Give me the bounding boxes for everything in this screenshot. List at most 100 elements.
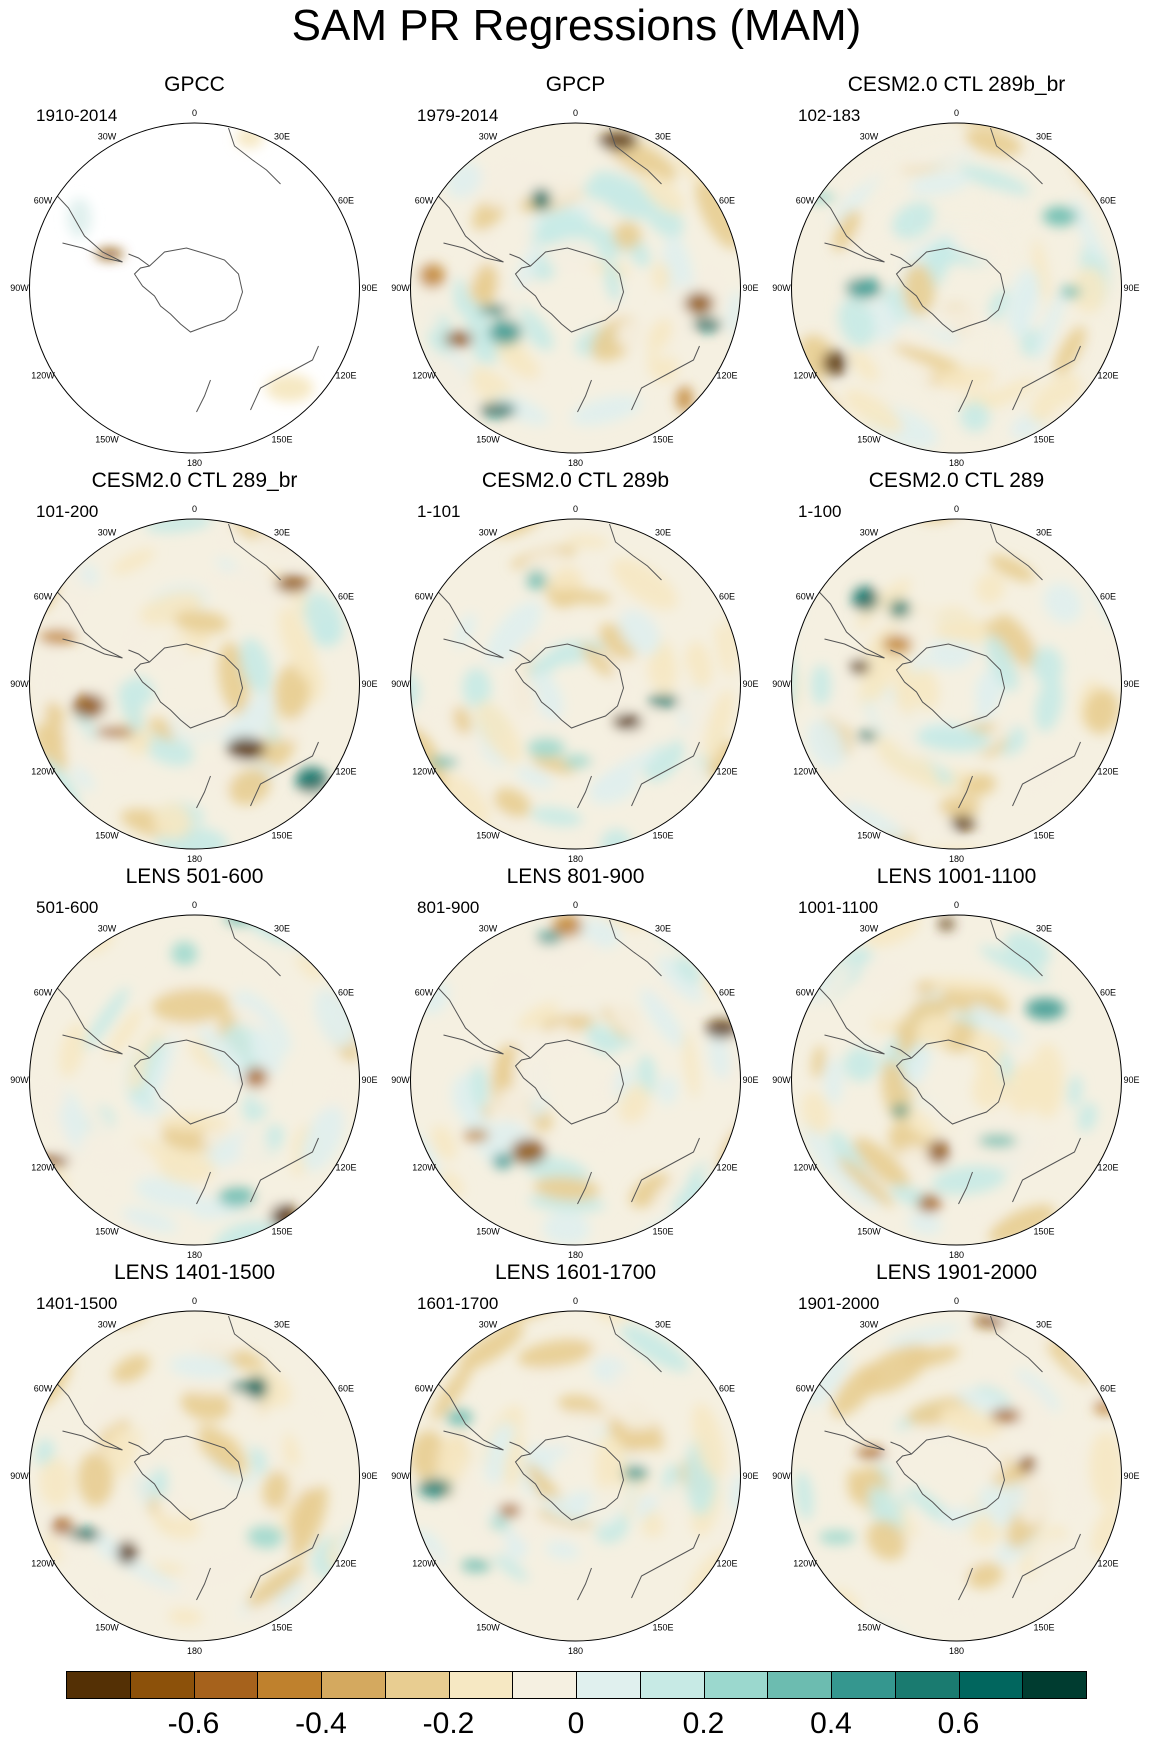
longitude-label: 180 (187, 854, 202, 863)
polar-stereographic-map: 0 30E 60E 90E 120E 150E 180 150W 120W 90W 60W 30W (772, 504, 1139, 863)
colorbar-tick-label: -0.4 (295, 1707, 347, 1740)
polar-stereographic-map: 0 30E 60E 90E 120E 150E 180 150W 120W 90W 60W 30W (391, 504, 758, 863)
longitude-label: 90W (10, 1471, 29, 1481)
figure-title: SAM PR Regressions (MAM) (291, 1, 862, 50)
coastline (609, 919, 662, 977)
colorbar-swatch (576, 1671, 641, 1699)
map-boundary (410, 518, 741, 850)
colorbar-swatch (66, 1671, 131, 1699)
panel-title: CESM2.0 CTL 289b (481, 469, 670, 492)
longitude-label: 120E (717, 767, 738, 777)
map-panel: LENS 1001-1100 1001-1100 0 30E 60E 90E 120E 150… (766, 864, 1147, 1259)
longitude-label: 180 (949, 1250, 964, 1259)
longitude-label: 30W (860, 131, 879, 141)
longitude-label: 30W (860, 1319, 879, 1329)
longitude-label: 120E (1098, 1559, 1119, 1569)
coastline (990, 127, 1043, 185)
colorbar-swatch (894, 1671, 960, 1699)
coastline (609, 127, 662, 185)
longitude-label: 30E (1036, 131, 1052, 141)
antarctica-coastline (514, 1435, 625, 1521)
panel-years-label: 102-183 (798, 106, 861, 125)
coastline (1012, 741, 1081, 807)
longitude-label: 120E (1098, 1163, 1119, 1173)
coastline (228, 127, 281, 185)
panel-years-label: 1401-1500 (36, 1294, 118, 1313)
coastline (631, 1533, 700, 1599)
antarctica-coastline (895, 1039, 1006, 1125)
longitude-label: 90E (742, 679, 758, 689)
longitude-label: 30E (274, 527, 290, 537)
longitude-label: 180 (187, 458, 202, 467)
coastline (54, 984, 123, 1055)
longitude-label: 120W (31, 1163, 55, 1173)
longitude-label: 60W (415, 592, 434, 602)
longitude-label: 120E (336, 1559, 357, 1569)
longitude-label: 180 (187, 1250, 202, 1259)
coastline (890, 1045, 912, 1059)
longitude-label: 30E (655, 131, 671, 141)
polar-stereographic-map: 0 30E 60E 90E 120E 150E 180 150W 120W 90W 60W 30W (10, 1296, 377, 1655)
coastline (890, 649, 912, 663)
map-boundary (29, 914, 360, 1246)
map-boundary (410, 914, 741, 1246)
longitude-label: 0 (573, 1296, 578, 1306)
map-panel: CESM2.0 CTL 289 1-100 0 30E 60E 90E 120E 150E 18… (766, 468, 1147, 863)
coastline (816, 588, 885, 659)
antarctica-coastline (514, 247, 625, 333)
panel-title: LENS 1001-1100 (876, 865, 1037, 888)
colorbar-tick-label: -0.6 (167, 1707, 220, 1740)
longitude-label: 0 (954, 504, 959, 514)
coastline (958, 775, 973, 809)
panel-title: LENS 1401-1500 (113, 1261, 276, 1284)
longitude-label: 60W (415, 196, 434, 206)
panel-years-label: 1601-1700 (417, 1294, 499, 1313)
longitude-label: 0 (192, 504, 197, 514)
antarctica-coastline (133, 1435, 244, 1521)
colorbar-swatch (831, 1671, 896, 1699)
longitude-label: 90W (391, 1471, 410, 1481)
coastline (128, 253, 150, 267)
coastline (54, 588, 123, 659)
coastline (816, 1380, 885, 1451)
panel-years-label: 1910-2014 (36, 106, 118, 125)
longitude-label: 150E (652, 831, 673, 841)
longitude-label: 90E (742, 1075, 758, 1085)
longitude-label: 0 (192, 108, 197, 118)
map-panel: CESM2.0 CTL 289_br 101-200 0 30E 60E 90E 120E 1… (4, 468, 385, 863)
longitude-label: 120W (793, 767, 817, 777)
panel-years-label: 101-200 (36, 502, 99, 521)
antarctica-coastline (514, 1039, 625, 1125)
longitude-label: 150E (271, 435, 292, 445)
longitude-label: 150E (1033, 1227, 1054, 1237)
longitude-label: 180 (568, 1250, 583, 1259)
longitude-label: 60W (796, 1384, 815, 1394)
coastline (631, 345, 700, 411)
coastline (890, 1441, 912, 1455)
antarctica-coastline (895, 643, 1006, 729)
longitude-label: 180 (949, 854, 964, 863)
longitude-label: 150W (476, 831, 500, 841)
coastline (435, 588, 504, 659)
coastline (54, 192, 123, 263)
longitude-label: 30E (655, 923, 671, 933)
colorbar-swatch (129, 1671, 195, 1699)
longitude-label: 150E (271, 1623, 292, 1633)
longitude-label: 150E (652, 1623, 673, 1633)
antarctica-coastline (514, 643, 625, 729)
longitude-label: 120W (412, 1559, 436, 1569)
longitude-label: 30W (98, 923, 117, 933)
colorbar-swatch (384, 1671, 450, 1699)
longitude-label: 90W (391, 679, 410, 689)
map-panel: CESM2.0 CTL 289b_br 102-183 0 30E 60E 90E 120E… (766, 72, 1147, 467)
coastline (250, 1533, 319, 1599)
longitude-label: 90W (10, 1075, 29, 1085)
longitude-label: 30E (655, 1319, 671, 1329)
longitude-label: 30E (1036, 1319, 1052, 1329)
longitude-label: 90W (391, 283, 410, 293)
longitude-label: 150W (857, 1623, 881, 1633)
antarctica-coastline (133, 247, 244, 333)
longitude-label: 90W (10, 283, 29, 293)
longitude-label: 0 (192, 900, 197, 910)
